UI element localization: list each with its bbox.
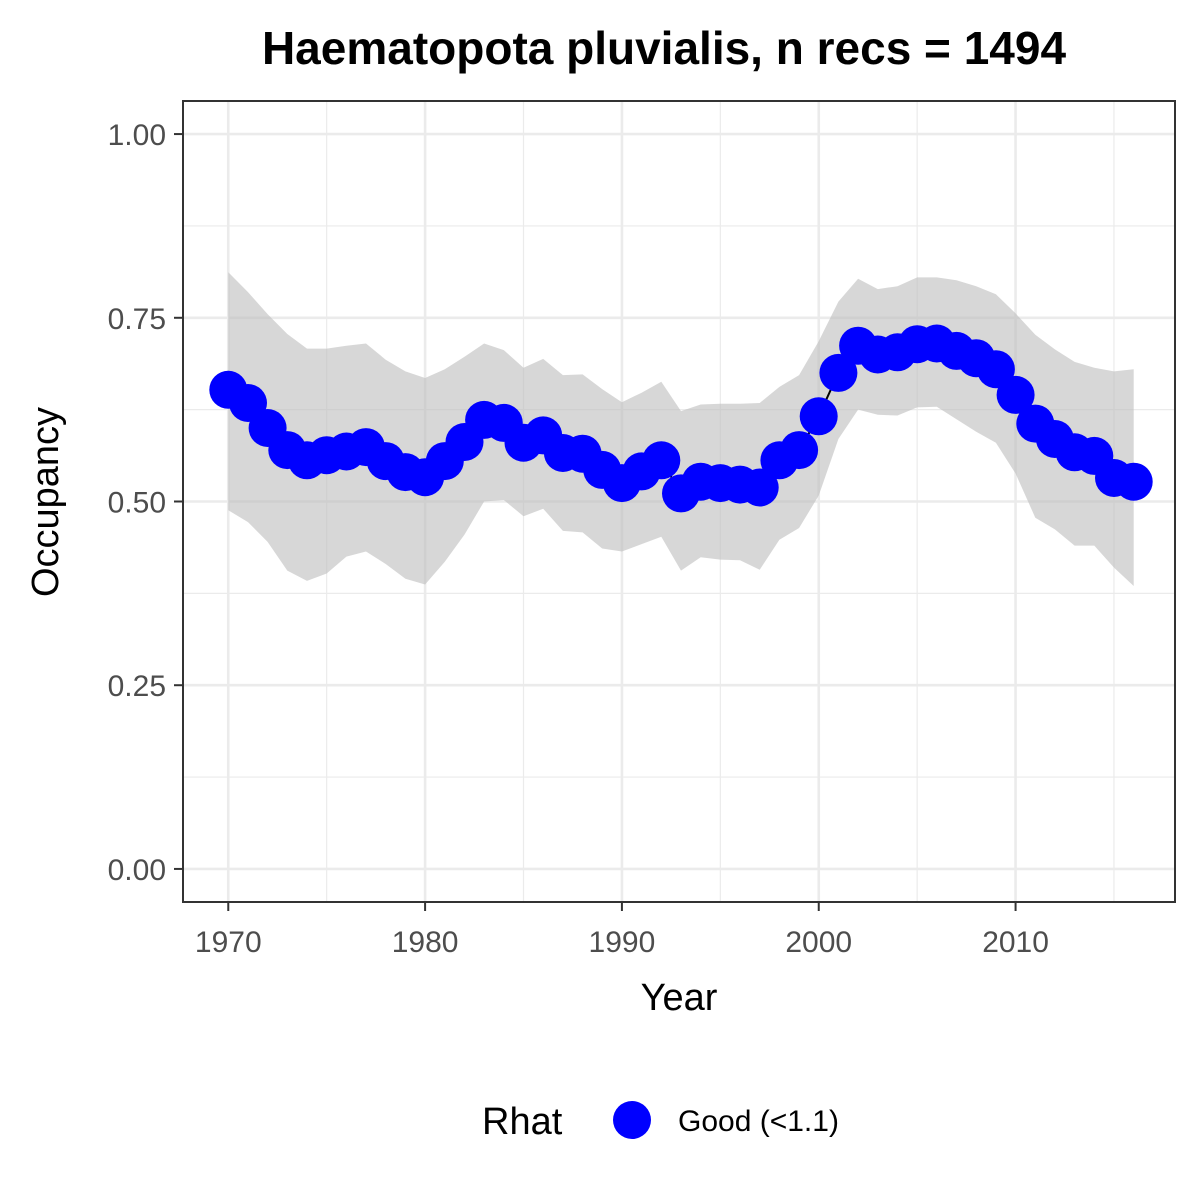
y-tick-label: 0.25 [108,670,166,703]
x-axis-title: Year [641,977,718,1019]
y-tick-label: 0.50 [108,487,166,520]
data-point [740,468,779,507]
legend-label: Good (<1.1) [678,1105,839,1138]
chart-title: Haematopota pluvialis, n recs = 1494 [262,22,1066,74]
data-point [799,397,838,436]
x-tick-label: 1980 [392,926,459,959]
legend-title: Rhat [482,1101,563,1143]
y-tick-label: 1.00 [108,119,166,152]
data-point [996,375,1035,414]
data-point [780,431,819,470]
data-point [642,441,681,480]
legend-key-point [613,1101,651,1139]
x-tick-label: 1990 [589,926,656,959]
data-point [819,353,858,392]
occupancy-points [209,324,1153,513]
data-point [1114,462,1153,501]
x-axis: 1970 1980 1990 2000 2010 [195,902,1049,959]
legend: Rhat Good (<1.1) [482,1101,839,1143]
x-tick-label: 2000 [785,926,852,959]
data-point [976,350,1015,389]
y-tick-label: 0.75 [108,303,166,336]
y-axis-title: Occupancy [25,407,67,597]
y-axis: 0.00 0.25 0.50 0.75 1.00 [108,119,183,887]
x-tick-label: 2010 [982,926,1049,959]
x-tick-label: 1970 [195,926,262,959]
y-tick-label: 0.00 [108,854,166,887]
